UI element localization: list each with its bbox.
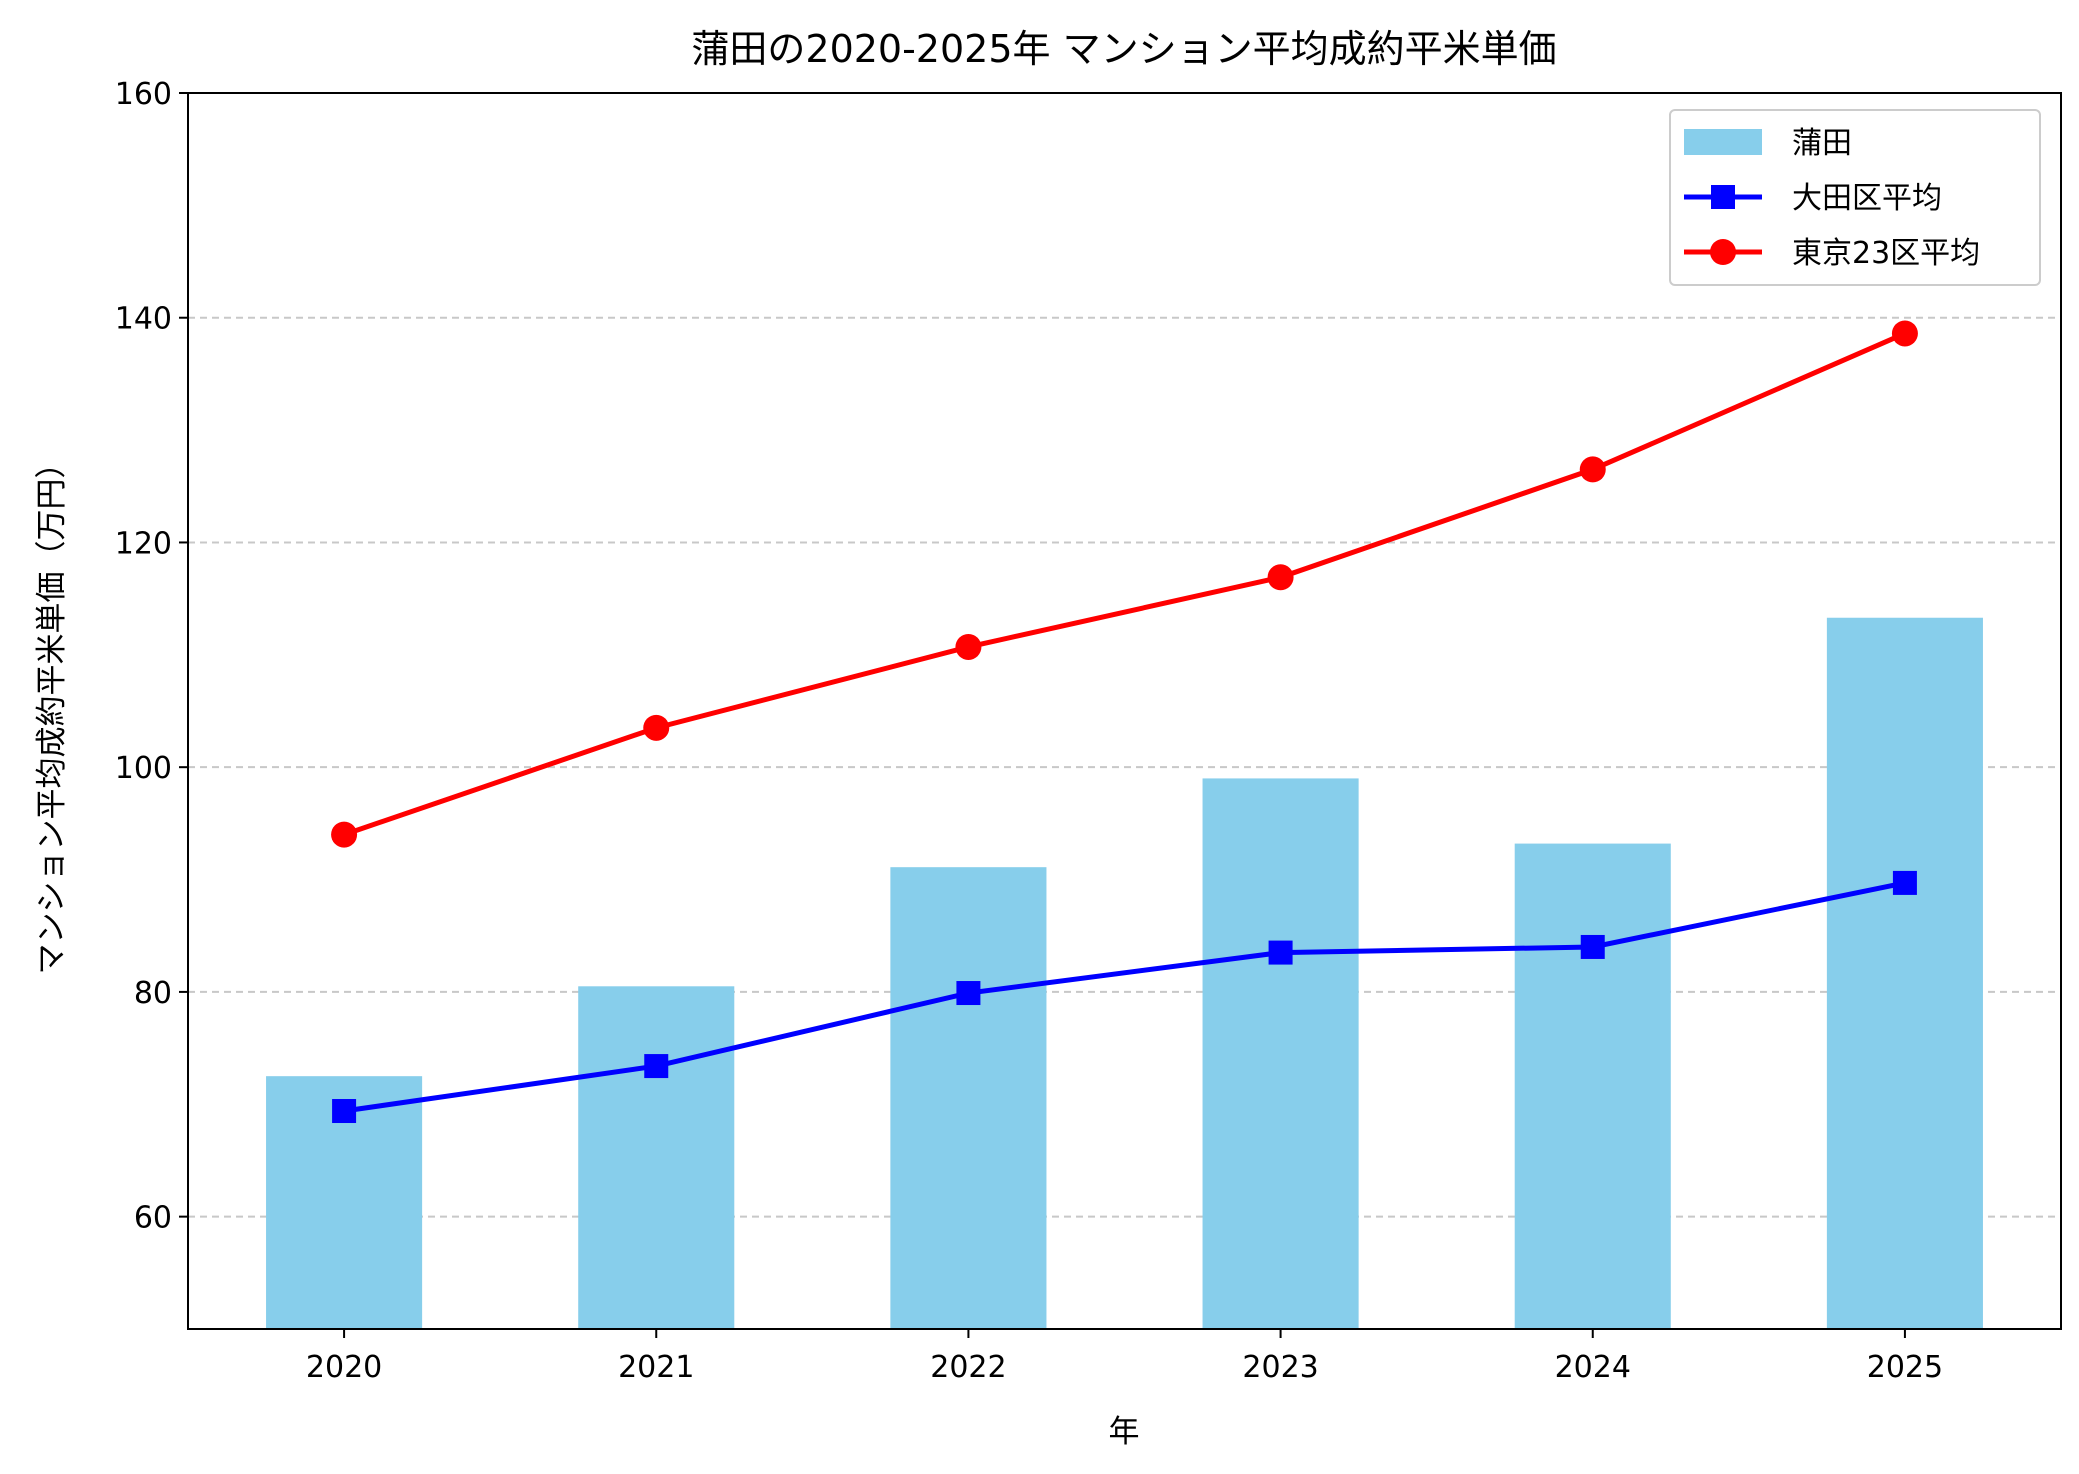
- x-tick-label: 2021: [618, 1350, 694, 1385]
- grid: [188, 316, 2061, 1218]
- marker-circle: [331, 821, 358, 848]
- x-axis-label: 年: [1109, 1414, 1140, 1450]
- bar-2021: [578, 986, 735, 1329]
- marker-square: [332, 1099, 357, 1124]
- lines: [331, 320, 1918, 1124]
- legend-label: 蒲田: [1792, 126, 1852, 161]
- x-tick-label: 2024: [1555, 1350, 1631, 1385]
- bar-2025: [1826, 617, 1983, 1329]
- marker-square: [644, 1054, 669, 1079]
- legend-label: 東京23区平均: [1792, 236, 1980, 271]
- y-tick-label: 120: [115, 526, 172, 561]
- y-tick-label: 60: [134, 1201, 172, 1236]
- x-tick-label: 2020: [306, 1350, 382, 1385]
- legend-swatch: [1684, 129, 1762, 155]
- bar-2023: [1202, 778, 1359, 1329]
- y-tick-label: 100: [115, 751, 172, 786]
- x-tick-label: 2022: [930, 1350, 1006, 1385]
- y-tick-label: 80: [134, 976, 172, 1011]
- legend-frame: [1669, 109, 2041, 286]
- marker-square: [1892, 870, 1917, 895]
- line-series-1: [343, 880, 1906, 1114]
- x-tick-label: 2023: [1242, 1350, 1318, 1385]
- marker-circle: [1267, 564, 1294, 591]
- bars: [266, 617, 1983, 1329]
- line-series-2: [343, 331, 1906, 837]
- legend-label: 大田区平均: [1792, 181, 1942, 216]
- marker-square: [956, 981, 981, 1006]
- x-ticks: 2020 2021 2022 2023 2024 2025: [306, 1329, 1943, 1385]
- legend-marker-square: [1711, 185, 1735, 209]
- bar-2024: [1514, 843, 1671, 1329]
- bar-2022: [890, 867, 1047, 1329]
- marker-circle: [955, 633, 982, 660]
- marker-circle: [1579, 456, 1606, 483]
- plot-frame: [187, 92, 2062, 1330]
- marker-circle: [1891, 320, 1918, 347]
- y-tick-label: 140: [115, 302, 172, 337]
- y-tick-label: 160: [115, 77, 172, 112]
- marker-circle: [643, 714, 670, 741]
- y-axis-label: マンション平均成約平米単価（万円）: [34, 448, 70, 975]
- marker-square: [1580, 934, 1605, 959]
- legend-marker-circle: [1710, 239, 1736, 265]
- x-tick-label: 2025: [1867, 1350, 1943, 1385]
- marker-square: [1268, 940, 1293, 965]
- y-ticks: 60 80 100 120 140 160: [115, 77, 188, 1236]
- chart-title: 蒲田の2020-2025年 マンション平均成約平米単価: [691, 27, 1556, 71]
